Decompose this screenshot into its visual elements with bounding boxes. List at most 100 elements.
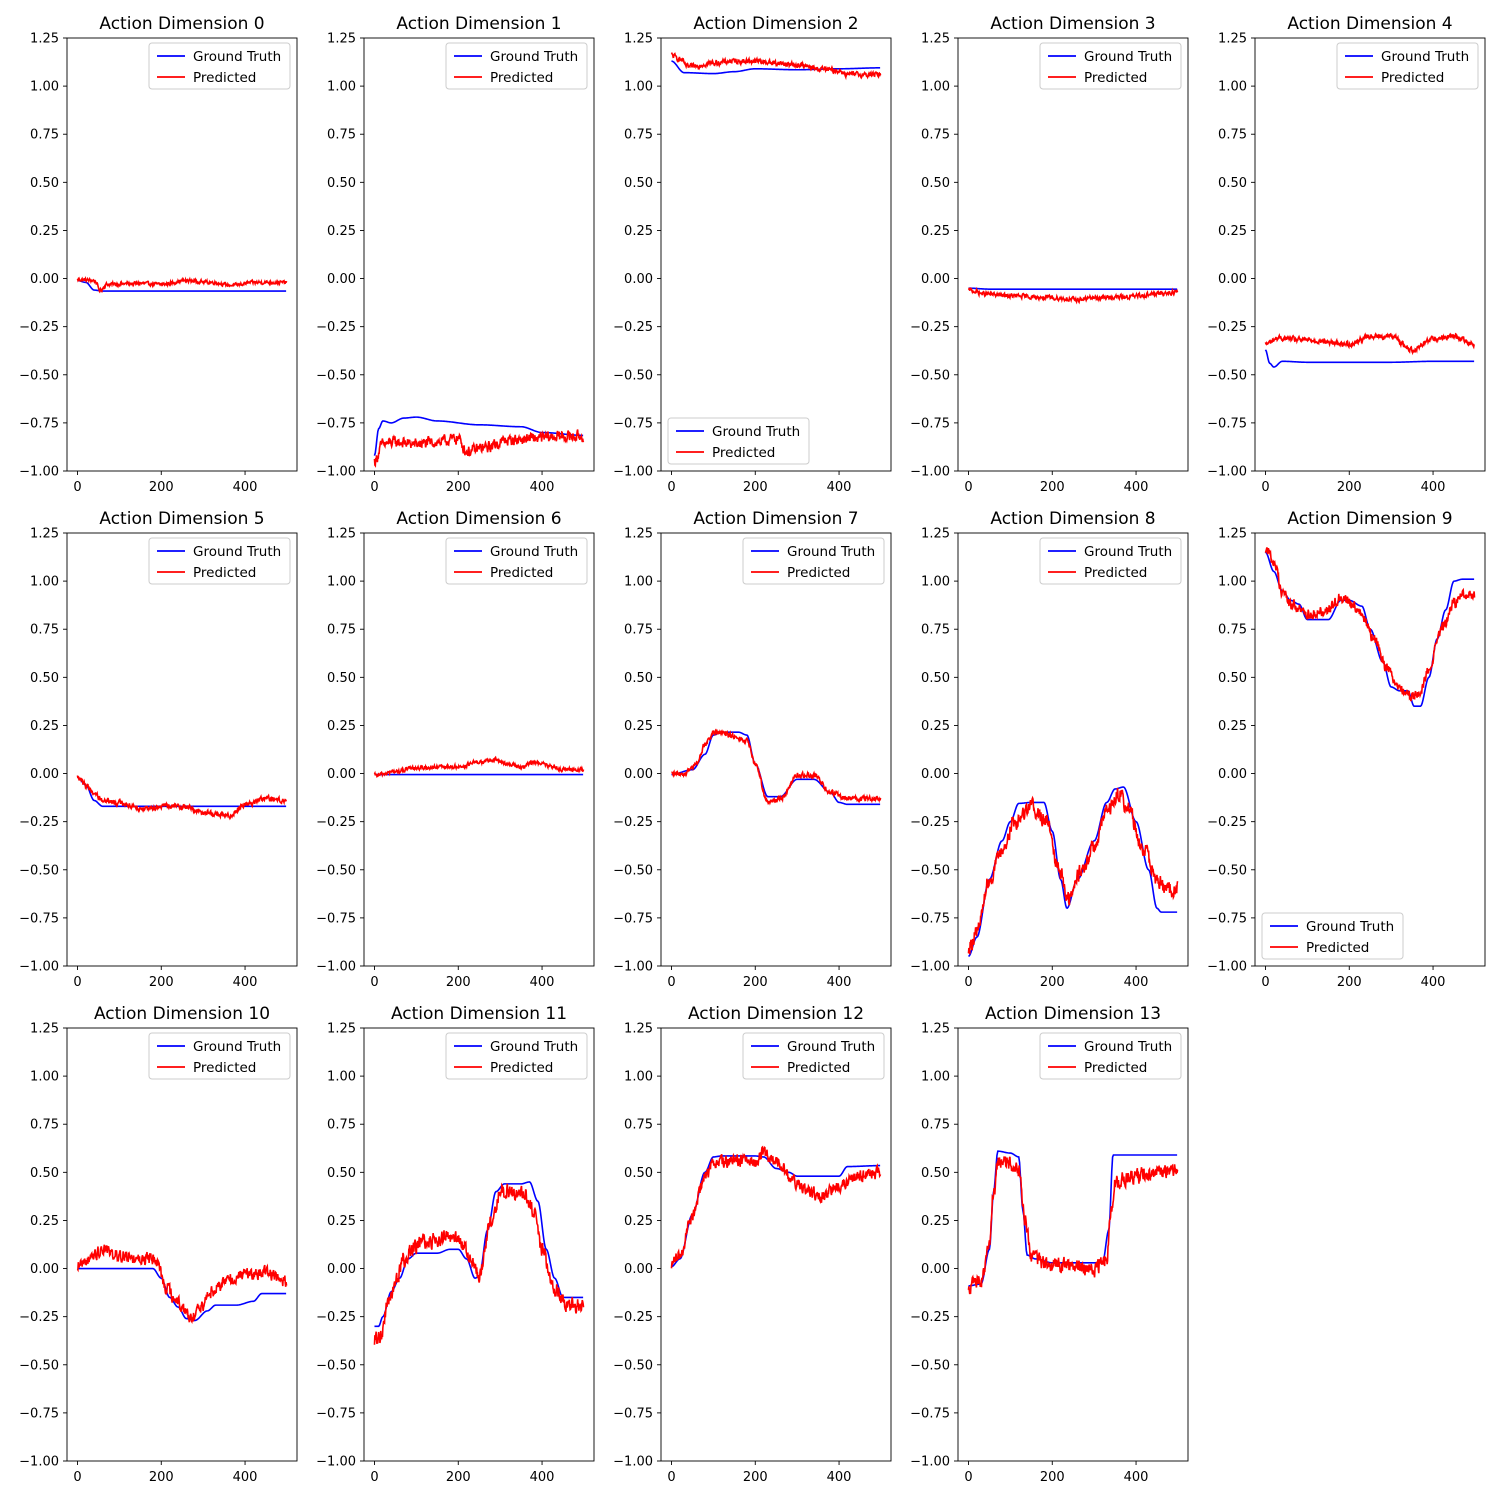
- y-tick-label: −0.75: [316, 416, 356, 431]
- y-tick-label: −0.50: [19, 368, 59, 383]
- legend: Ground Truth Predicted: [1261, 912, 1404, 960]
- predicted-line: [967, 1156, 1179, 1295]
- legend-label: Predicted: [787, 565, 850, 581]
- subplot-title: Action Dimension 12: [688, 1004, 864, 1024]
- y-tick-label: 1.00: [921, 575, 950, 590]
- y-tick-label: 1.25: [921, 32, 950, 47]
- y-tick-label: −0.25: [613, 1310, 653, 1325]
- y-tick-label: −0.25: [1207, 815, 1247, 830]
- y-tick-label: 1.25: [1218, 527, 1247, 542]
- y-tick-label: 0.75: [1218, 623, 1247, 638]
- y-tick-label: 0.50: [624, 176, 653, 191]
- y-tick-label: −0.75: [910, 911, 950, 926]
- predicted-line: [373, 429, 585, 468]
- subplot-0: −1.00 −0.75 −0.50 −0.25 0.00 0.25 0.50 0.75 1.00…: [19, 14, 298, 495]
- y-tick-label: 0.75: [921, 1118, 950, 1133]
- predicted-line: [1264, 547, 1476, 702]
- x-tick-label: 200: [149, 480, 174, 495]
- legend-label: Predicted: [193, 565, 256, 581]
- y-tick-label: −0.75: [316, 911, 356, 926]
- legend: Ground Truth Predicted: [742, 537, 885, 585]
- y-tick-label: −0.50: [613, 1358, 653, 1373]
- axes-frame: [660, 37, 892, 472]
- x-tick-label: 400: [233, 1470, 258, 1485]
- y-tick-label: 0.00: [30, 1262, 59, 1277]
- legend-label: Predicted: [1084, 565, 1147, 581]
- legend-label: Predicted: [712, 445, 775, 461]
- x-tick-label: 400: [530, 480, 555, 495]
- y-tick-label: 0.75: [30, 623, 59, 638]
- predicted-line: [373, 755, 585, 778]
- y-tick-label: −0.25: [19, 1310, 59, 1325]
- y-tick-label: 0.25: [327, 224, 356, 239]
- y-tick-label: 0.75: [921, 623, 950, 638]
- y-tick-label: −0.50: [316, 863, 356, 878]
- y-tick-label: 0.75: [30, 1118, 59, 1133]
- x-tick-label: 200: [1040, 480, 1065, 495]
- y-tick-label: 0.00: [624, 767, 653, 782]
- y-tick-label: 0.00: [327, 272, 356, 287]
- legend: Ground Truth Predicted: [445, 42, 588, 90]
- predicted-line: [967, 286, 1179, 305]
- x-tick-label: 0: [964, 1470, 972, 1485]
- y-tick-label: 1.00: [327, 80, 356, 95]
- subplot-title: Action Dimension 9: [1287, 509, 1452, 529]
- y-tick-label: 0.00: [327, 767, 356, 782]
- y-tick-label: −1.00: [19, 1455, 59, 1470]
- y-tick-label: 0.75: [30, 128, 59, 143]
- y-tick-label: 0.25: [30, 719, 59, 734]
- ground-truth-line: [671, 1155, 881, 1268]
- y-tick-label: 0.75: [921, 128, 950, 143]
- y-tick-label: −0.75: [316, 1406, 356, 1421]
- legend-label: Ground Truth: [787, 544, 875, 560]
- y-tick-label: 0.75: [327, 1118, 356, 1133]
- subplot-title: Action Dimension 0: [99, 14, 264, 34]
- subplot-title: Action Dimension 13: [985, 1004, 1161, 1024]
- legend-label: Predicted: [1084, 1060, 1147, 1076]
- legend: Ground Truth Predicted: [148, 537, 291, 585]
- y-tick-label: 0.00: [30, 767, 59, 782]
- y-tick-label: −0.50: [613, 863, 653, 878]
- axes-frame: [363, 1027, 595, 1462]
- y-tick-label: 0.25: [327, 1214, 356, 1229]
- legend: Ground Truth Predicted: [445, 1032, 588, 1080]
- x-tick-label: 200: [446, 480, 471, 495]
- legend-label: Ground Truth: [1084, 1039, 1172, 1055]
- y-tick-label: 0.75: [327, 623, 356, 638]
- x-tick-label: 400: [233, 480, 258, 495]
- y-tick-label: 1.25: [327, 527, 356, 542]
- y-tick-label: −1.00: [910, 960, 950, 975]
- y-tick-label: 1.00: [1218, 80, 1247, 95]
- y-tick-label: 0.50: [30, 176, 59, 191]
- axes-frame: [957, 1027, 1189, 1462]
- y-tick-label: 0.25: [30, 224, 59, 239]
- subplot-title: Action Dimension 2: [693, 14, 858, 34]
- y-tick-label: 0.00: [624, 272, 653, 287]
- y-tick-label: 1.00: [624, 80, 653, 95]
- x-tick-label: 0: [667, 480, 675, 495]
- subplot-title: Action Dimension 6: [396, 509, 561, 529]
- subplot-11: −1.00 −0.75 −0.50 −0.25 0.00 0.25 0.50 0.75 1.00…: [316, 1004, 595, 1485]
- y-tick-label: 1.25: [327, 1022, 356, 1037]
- subplot-title: Action Dimension 11: [391, 1004, 567, 1024]
- predicted-line: [1264, 332, 1475, 356]
- y-tick-label: 1.25: [624, 527, 653, 542]
- y-tick-label: 0.25: [921, 224, 950, 239]
- subplot-5: −1.00 −0.75 −0.50 −0.25 0.00 0.25 0.50 0.75 1.00…: [19, 509, 298, 990]
- y-tick-label: −0.75: [613, 416, 653, 431]
- subplot-13: −1.00 −0.75 −0.50 −0.25 0.00 0.25 0.50 0.75 1.00…: [910, 1004, 1189, 1485]
- x-tick-label: 200: [743, 975, 768, 990]
- y-tick-label: 0.50: [921, 176, 950, 191]
- y-tick-label: 0.25: [624, 224, 653, 239]
- axes-frame: [66, 532, 298, 967]
- y-tick-label: 1.25: [624, 32, 653, 47]
- y-tick-label: 0.00: [921, 1262, 950, 1277]
- y-tick-label: 1.00: [921, 80, 950, 95]
- y-tick-label: −1.00: [316, 1455, 356, 1470]
- y-tick-label: 1.00: [1218, 575, 1247, 590]
- x-tick-label: 200: [743, 1470, 768, 1485]
- y-tick-label: −1.00: [910, 465, 950, 480]
- subplot-12: −1.00 −0.75 −0.50 −0.25 0.00 0.25 0.50 0.75 1.00…: [613, 1004, 892, 1485]
- ground-truth-line: [671, 731, 881, 806]
- x-tick-label: 400: [1124, 480, 1149, 495]
